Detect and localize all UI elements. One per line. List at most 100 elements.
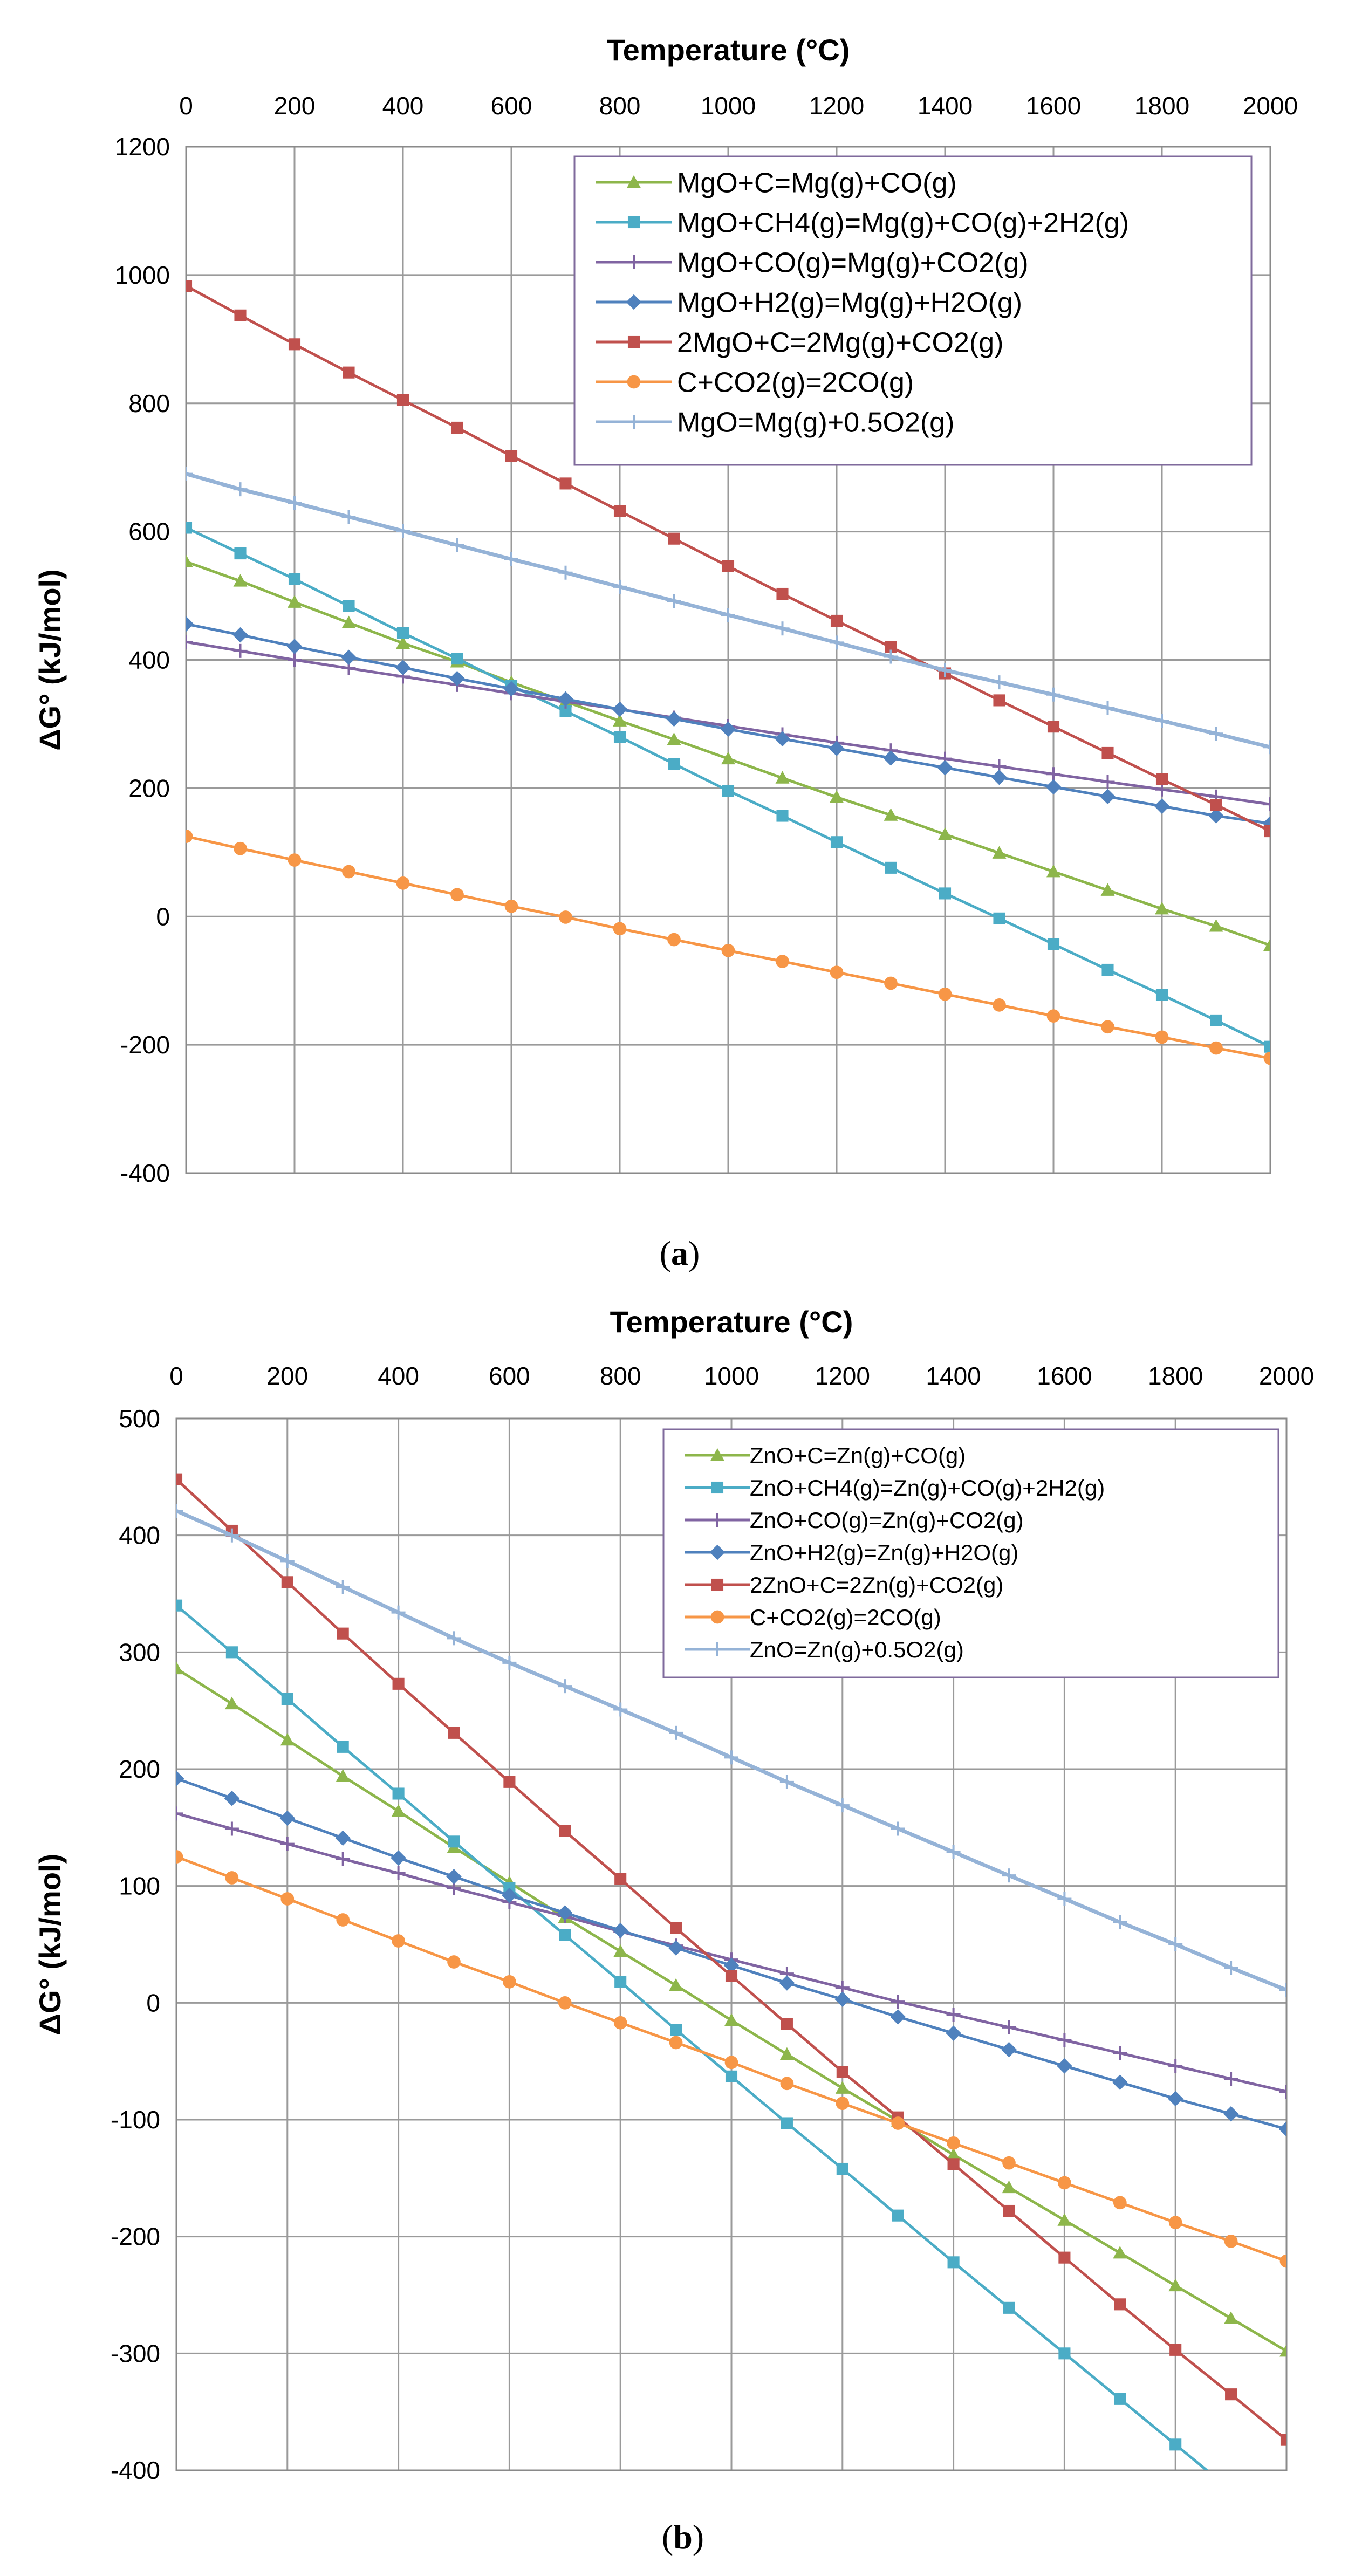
data-point-s3-9 [668,1940,684,1956]
data-point-s4-0 [176,1473,183,1485]
data-point-s2-legend [627,255,641,269]
data-point-s6-16 [1046,687,1060,702]
data-point-s1-9 [670,2024,682,2036]
data-point-s5-9 [667,933,681,947]
y-tick-label: -200 [111,2223,160,2251]
y-tick-label: 400 [119,1522,160,1550]
data-point-s5-12 [836,2097,850,2111]
data-point-s3-1 [224,1790,240,1806]
x-tick-label: 1000 [701,92,756,120]
data-point-s2-legend [710,1513,724,1527]
y-tick-label: 800 [128,389,170,417]
data-point-s5-2 [280,1892,295,1906]
data-point-s6-9 [669,1725,683,1740]
x-tick-label: 400 [382,92,424,120]
legend-entry-4: 2MgO+C=2Mg(g)+CO2(g) [677,327,1003,359]
data-point-s5-13 [891,2116,905,2130]
data-point-s5-1 [234,841,247,855]
data-point-s4-16 [1047,721,1060,733]
data-point-s0-9 [667,732,681,745]
data-point-s4-10 [722,560,735,572]
data-point-s4-19 [1210,799,1222,811]
data-point-s4-12 [836,2066,848,2078]
data-point-s1-legend [627,216,640,229]
data-point-s2-20 [1263,797,1270,812]
data-point-s6-15 [1002,1868,1016,1883]
x-tick-label: 1400 [918,92,973,120]
data-point-s2-14 [946,2008,961,2022]
data-point-s6-20 [1279,1983,1286,1997]
data-point-s1-15 [1003,2301,1015,2314]
data-point-s5-1 [225,1871,239,1885]
legend-entry-0: ZnO+C=Zn(g)+CO(g) [750,1443,966,1468]
x-tick-label: 600 [491,92,532,120]
data-point-s2-13 [891,1995,905,2009]
data-point-s3-14 [937,760,953,776]
y-tick-label: 1000 [115,261,170,289]
data-point-s1-17 [1114,2393,1126,2405]
data-point-s5-3 [336,1913,350,1927]
data-point-s3-20 [1278,2121,1286,2137]
data-point-s3-4 [391,1850,406,1866]
legend: MgO+C=Mg(g)+CO(g) MgO+CH4(g)=Mg(g)+CO(g)+… [573,155,1253,466]
data-point-s2-3 [336,1852,350,1866]
data-point-s6-18 [1155,714,1169,728]
data-point-s1-legend [711,1481,724,1494]
data-point-s5-10 [721,943,735,957]
data-point-s2-1 [224,1821,239,1836]
data-point-s0-14 [938,827,952,840]
data-point-s3-6 [502,1887,517,1903]
x-tick-label: 1800 [1134,92,1189,120]
data-point-s1-13 [885,861,897,874]
data-point-s1-16 [1047,938,1060,950]
data-point-s4-4 [392,1677,405,1690]
data-point-s2-20 [1279,2085,1286,2099]
panel-label: (a) [660,1234,700,1272]
data-point-s3-11 [779,1975,795,1991]
data-point-s0-15 [992,846,1007,859]
data-point-s4-7 [559,1825,571,1837]
data-point-s4-18 [1155,773,1168,785]
x-tick-label: 1400 [926,1362,981,1390]
data-point-s1-0 [186,522,193,534]
data-point-s3-10 [720,721,736,737]
legend-entry-0: MgO+C=Mg(g)+CO(g) [677,168,957,199]
data-point-s1-19 [1210,1014,1222,1026]
y-tick-label: 1200 [115,133,170,161]
data-point-s0-0 [176,1661,183,1675]
data-point-s4-6 [503,1776,516,1788]
data-point-s0-11 [775,771,790,784]
legend-entry-2: MgO+CO(g)=Mg(g)+CO2(g) [677,248,1029,279]
data-point-s3-1 [232,627,248,643]
data-point-s6-5 [447,1631,461,1646]
data-point-s4-8 [614,1873,627,1885]
data-point-s1-7 [559,705,572,717]
y-tick-label: 0 [156,902,170,930]
data-point-s4-4 [396,394,409,406]
data-point-s3-18 [1167,2091,1183,2107]
data-point-s1-19 [1225,2484,1237,2496]
data-point-s3-legend [709,1544,726,1560]
data-point-s5-3 [342,865,355,879]
chart-panel-a: 0 200 400 600 800 1000 1200 1400 1600 1800 2000-40… [33,33,1298,1272]
data-point-s4-17 [1114,2298,1126,2311]
data-point-s6-19 [1209,727,1223,741]
data-point-s5-12 [830,965,844,979]
legend-entry-6: MgO=Mg(g)+0.5O2(g) [677,407,954,439]
data-point-s0-18 [1155,901,1169,915]
data-point-s1-1 [234,547,247,560]
data-point-s1-14 [947,2256,960,2269]
data-point-s6-14 [938,663,952,677]
data-point-s6-1 [224,1528,239,1543]
data-point-s6-10 [721,608,735,622]
data-point-s3-18 [1154,798,1170,814]
plot-area-frame [185,146,1271,1174]
data-point-s5-6 [504,899,518,913]
data-point-s5-7 [558,1996,572,2010]
data-point-s2-4 [391,1866,406,1880]
data-point-s3-17 [1112,2074,1128,2090]
data-point-s4-1 [234,309,247,321]
data-point-s5-10 [724,2056,738,2070]
data-point-s0-1 [224,1696,239,1710]
data-point-s4-legend [627,335,640,348]
